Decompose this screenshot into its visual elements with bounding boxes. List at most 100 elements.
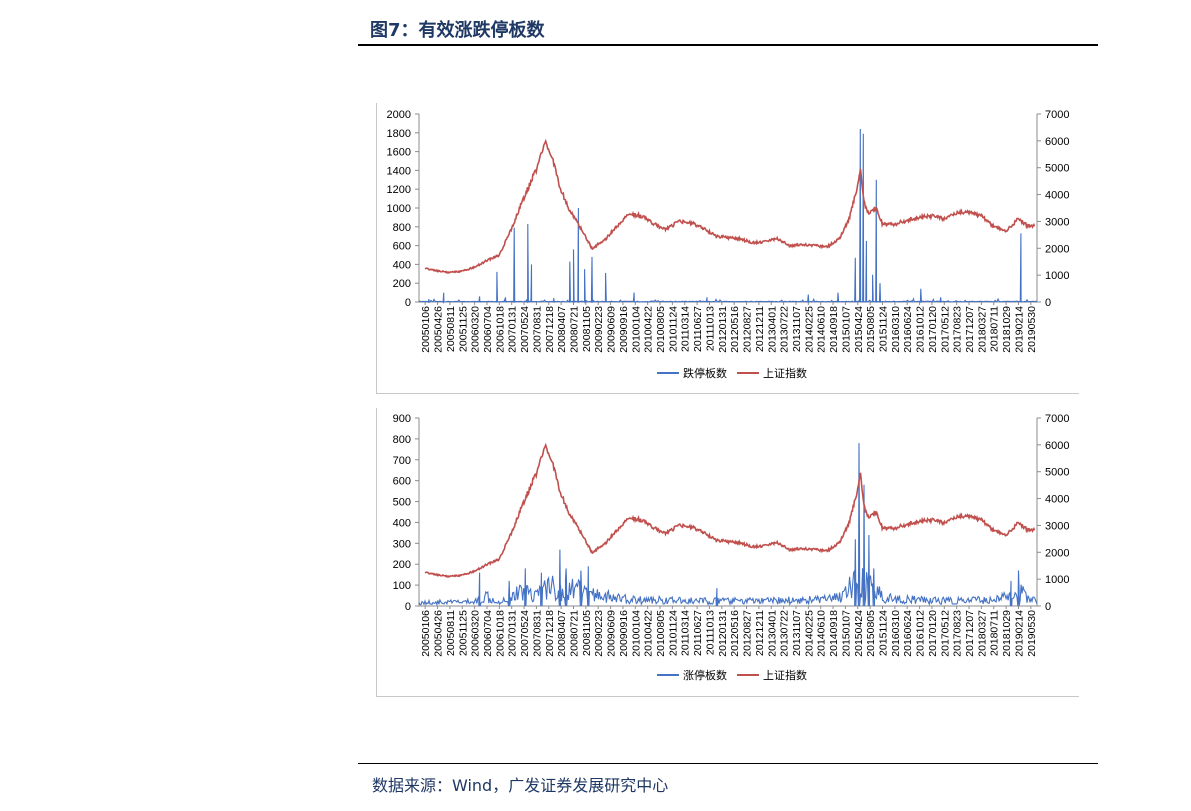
limit-up-x-tick-label: 20160310 (890, 610, 902, 657)
limit-up-x-tick-label: 20161012 (915, 610, 927, 657)
limit-down-left-tick-label: 0 (405, 297, 411, 309)
limit-down-x-tick-label: 20150107 (840, 306, 852, 353)
limit-up-right-tick-label: 4000 (1045, 494, 1069, 506)
limit-up-x-tick-label: 20190530 (1026, 610, 1038, 657)
limit-up-x-tick-label: 20120827 (742, 610, 754, 657)
limit-up-legend-index-label: 上证指数 (763, 668, 807, 682)
limit-up-x-tick-label: 20130722 (779, 610, 791, 657)
limit-up-x-tick-label: 20100422 (643, 610, 655, 657)
limit-down-x-tick-label: 20070831 (531, 306, 543, 353)
limit-up-x-tick-label: 20080721 (569, 610, 581, 657)
footer-divider (358, 763, 1098, 764)
limit-up-x-tick-label: 20170512 (939, 610, 951, 657)
limit-up-x-tick-label: 20181029 (1001, 610, 1013, 657)
limit-down-index-series-line (424, 138, 1036, 274)
limit-down-x-tick-label: 20190214 (1013, 306, 1025, 353)
limit-up-right-tick-label: 1000 (1045, 574, 1069, 586)
limit-down-x-tick-label: 20140610 (816, 306, 828, 353)
limit-down-x-tick-label: 20160310 (890, 306, 902, 353)
limit-down-legend-count-label: 跌停板数 (683, 366, 727, 380)
limit-down-x-tick-label: 20100104 (630, 306, 642, 353)
limit-down-x-tick-label: 20130722 (779, 306, 791, 353)
limit-up-left-tick-label: 0 (405, 601, 411, 613)
limit-down-x-tick-label: 20061018 (494, 306, 506, 353)
limit-down-count-series-line (418, 128, 1038, 305)
limit-down-legend-index-label: 上证指数 (763, 366, 807, 380)
limit-down-right-tick-label: 1000 (1045, 270, 1069, 282)
limit-down-x-tick-label: 20060704 (482, 306, 494, 353)
limit-down-x-tick-label: 20050811 (445, 306, 457, 352)
limit-up-left-tick-label: 500 (393, 497, 411, 509)
limit-up-left-tick-label: 900 (393, 413, 411, 425)
limit-up-x-tick-label: 20101124 (667, 610, 679, 656)
limit-down-chart: 0 200 400 600 800 1000 1200 1400 1600 1800 2000 0 10… (376, 103, 1079, 394)
limit-down-x-tick-label: 20090609 (606, 306, 618, 353)
limit-up-x-tick-label: 20070524 (519, 610, 531, 657)
limit-up-x-tick-label: 20121211 (754, 610, 766, 656)
limit-up-x-tick-label: 20180327 (976, 610, 988, 657)
limit-down-left-tick-label: 1800 (387, 128, 411, 140)
limit-up-right-tick-label: 0 (1045, 601, 1051, 613)
limit-down-x-tick-label: 20100805 (655, 306, 667, 353)
limit-up-x-tick-label: 20090223 (593, 610, 605, 657)
limit-up-x-tick-label: 20120516 (729, 610, 741, 657)
limit-up-x-tick-label: 20171207 (964, 610, 976, 657)
limit-down-right-tick-label: 2000 (1045, 243, 1069, 255)
limit-up-x-tick-label: 20090609 (606, 610, 618, 657)
limit-down-x-tick-label: 20140225 (803, 306, 815, 353)
limit-down-x-tick-label: 20120131 (717, 306, 729, 353)
limit-down-right-tick-label: 0 (1045, 297, 1051, 309)
limit-up-x-tick-label: 20080407 (556, 610, 568, 657)
limit-down-x-tick-label: 20101124 (667, 306, 679, 352)
figure-title: 图7：有效涨跌停板数 (370, 20, 545, 41)
limit-down-x-tick-label: 20070131 (507, 306, 519, 353)
limit-down-x-tick-label: 20071218 (544, 306, 556, 353)
limit-down-left-tick-label: 1400 (387, 165, 411, 177)
limit-up-x-tick-label: 20150107 (840, 610, 852, 657)
limit-up-x-tick-label: 20150424 (853, 610, 865, 657)
limit-up-x-tick-label: 20150805 (865, 610, 877, 657)
limit-down-x-tick-label: 20140918 (828, 306, 840, 353)
limit-down-x-tick-label: 20111013 (704, 306, 716, 351)
limit-up-x-tick-label: 20050426 (433, 610, 445, 657)
limit-up-x-tick-label: 20110627 (692, 610, 704, 656)
limit-down-x-tick-label: 20180711 (989, 306, 1001, 352)
limit-down-x-tick-label: 20120516 (729, 306, 741, 353)
limit-up-right-tick-label: 3000 (1045, 520, 1069, 532)
limit-up-x-tick-label: 20071218 (544, 610, 556, 657)
limit-down-left-tick-label: 400 (393, 259, 411, 271)
limit-down-left-tick-label: 1600 (387, 147, 411, 159)
limit-up-x-tick-label: 20180711 (989, 610, 1001, 656)
limit-down-x-tick-label: 20120827 (742, 306, 754, 353)
limit-up-chart: 0 100 200 300 400 500 600 700 800 900 0 1000 2000 300… (376, 408, 1079, 697)
limit-up-x-tick-label: 20100805 (655, 610, 667, 657)
limit-down-x-tick-label: 20090223 (593, 306, 605, 353)
limit-down-left-tick-label: 600 (393, 241, 411, 253)
limit-down-x-tick-label: 20190530 (1026, 306, 1038, 353)
limit-down-x-tick-label: 20121211 (754, 306, 766, 352)
limit-up-x-tick-label: 20120131 (717, 610, 729, 657)
limit-up-right-tick-label: 7000 (1045, 413, 1069, 425)
limit-down-x-tick-label: 20150424 (853, 306, 865, 353)
limit-up-left-tick-label: 100 (393, 580, 411, 592)
limit-down-x-tick-label: 20100422 (643, 306, 655, 353)
limit-up-x-tick-label: 20190214 (1013, 610, 1025, 657)
limit-up-left-tick-label: 600 (393, 476, 411, 488)
limit-down-right-tick-label: 5000 (1045, 163, 1069, 175)
limit-down-x-tick-label: 20170512 (939, 306, 951, 353)
limit-up-x-tick-label: 20051125 (457, 610, 469, 656)
limit-down-right-tick-label: 4000 (1045, 190, 1069, 202)
limit-down-x-tick-label: 20050106 (420, 306, 432, 353)
limit-down-x-tick-label: 20070524 (519, 306, 531, 353)
limit-up-x-tick-label: 20061018 (494, 610, 506, 657)
limit-up-x-tick-label: 20151124 (878, 610, 890, 656)
limit-down-x-tick-label: 20060320 (470, 306, 482, 353)
limit-down-x-tick-label: 20110627 (692, 306, 704, 352)
limit-up-legend: 涨停板数 上证指数 (657, 668, 807, 682)
limit-up-x-tick-label: 20110314 (680, 610, 692, 656)
limit-up-x-tick-label: 20160624 (902, 610, 914, 657)
limit-up-x-tick-label: 20140225 (803, 610, 815, 657)
limit-down-legend: 跌停板数 上证指数 (657, 366, 807, 380)
limit-up-x-tick-label: 20170823 (952, 610, 964, 657)
limit-up-x-tick-label: 20130401 (766, 610, 778, 657)
